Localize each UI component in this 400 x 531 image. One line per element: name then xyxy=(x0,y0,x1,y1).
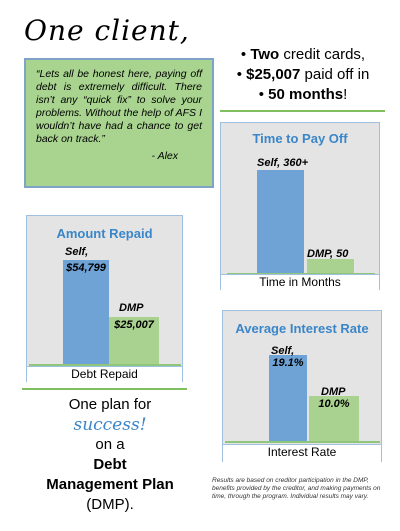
chart-title: Time to Pay Off xyxy=(252,131,348,146)
chart-title: Average Interest Rate xyxy=(235,321,369,336)
bar-value-label: 10.0% xyxy=(318,398,350,410)
bar-value-label: 19.1% xyxy=(272,357,304,369)
bar-dmp xyxy=(109,317,159,364)
x-axis-label: Time in Months xyxy=(221,274,379,290)
bar-label-self: Self, xyxy=(65,246,89,258)
bar-label-dmp: DMP, 50 xyxy=(307,248,349,260)
headline: One client, xyxy=(24,14,190,47)
plan-tagline: One plan for success! on a Debt Manageme… xyxy=(40,395,180,515)
fact-item: • 50 months! xyxy=(258,86,348,103)
chart-amount-repaid: Amount Repaid Self, DMP Debt Repaid $54,… xyxy=(26,215,183,382)
bar-label-dmp: DMP xyxy=(321,386,346,398)
chart-average-interest-rate: Average Interest Rate Self, DMP Interest… xyxy=(222,310,382,462)
baseline xyxy=(29,364,181,366)
plan-line: (DMP). xyxy=(86,496,134,513)
chart-time-to-pay-off: Time to Pay Off Self, 360+ DMP, 50 Time … xyxy=(220,122,380,290)
bar-label-self: Self, 360+ xyxy=(257,157,309,169)
testimonial-box: “Lets all be honest here, paying off deb… xyxy=(24,58,214,188)
bar-value-label: $54,799 xyxy=(66,262,106,274)
baseline xyxy=(225,441,380,443)
bar-self xyxy=(257,170,304,273)
facts-list: • Two credit cards, • $25,007 paid off i… xyxy=(218,45,388,105)
fact-item: • Two credit cards, xyxy=(240,46,366,63)
testimonial-text: “Lets all be honest here, paying off deb… xyxy=(36,68,202,145)
plan-line: on a xyxy=(95,436,125,453)
bar-self xyxy=(63,260,109,364)
bar-dmp xyxy=(307,259,354,273)
divider xyxy=(22,388,187,390)
x-axis-label: Interest Rate xyxy=(223,444,381,462)
bar-value-label: $25,007 xyxy=(114,319,154,331)
bar-label-dmp: DMP xyxy=(119,302,144,314)
chart-title: Amount Repaid xyxy=(56,226,153,241)
bar-label-self: Self, xyxy=(271,345,295,357)
divider xyxy=(220,110,385,112)
disclaimer: Results are based on creditor participat… xyxy=(212,477,381,500)
fact-item: • $25,007 paid off in xyxy=(236,66,370,83)
x-axis-label: Debt Repaid xyxy=(27,366,182,382)
plan-bold: Debt xyxy=(93,456,127,473)
testimonial-author: - Alex xyxy=(151,150,178,162)
plan-success: success! xyxy=(73,415,147,435)
bar-self xyxy=(269,355,307,441)
plan-line: One plan for xyxy=(68,396,152,413)
plan-bold: Management Plan xyxy=(46,476,174,493)
bar-dmp xyxy=(309,396,359,441)
